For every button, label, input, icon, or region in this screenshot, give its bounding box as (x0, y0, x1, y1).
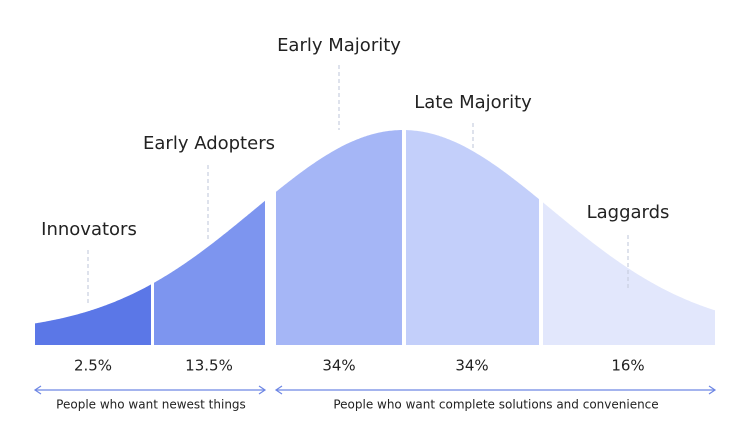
segment-area (406, 130, 539, 345)
segment-label: Early Adopters (143, 133, 275, 154)
segment-area (35, 284, 151, 345)
group-label: People who want complete solutions and c… (333, 398, 658, 412)
segment-area (276, 130, 402, 345)
segment-area (543, 202, 715, 345)
segment-label: Late Majority (414, 92, 532, 113)
group-label: People who want newest things (56, 398, 246, 412)
curve-areas (35, 130, 715, 345)
group-arrow (33, 385, 267, 395)
group-arrow (274, 385, 717, 395)
segment-share: 2.5% (74, 357, 112, 375)
segment-share: 13.5% (185, 357, 233, 375)
segment-share: 34% (322, 357, 355, 375)
segment-share: 16% (611, 357, 644, 375)
segment-area (154, 200, 265, 345)
segment-label: Early Majority (277, 35, 401, 56)
segment-label: Innovators (41, 219, 137, 240)
segment-label: Laggards (587, 202, 670, 223)
segment-share: 34% (455, 357, 488, 375)
